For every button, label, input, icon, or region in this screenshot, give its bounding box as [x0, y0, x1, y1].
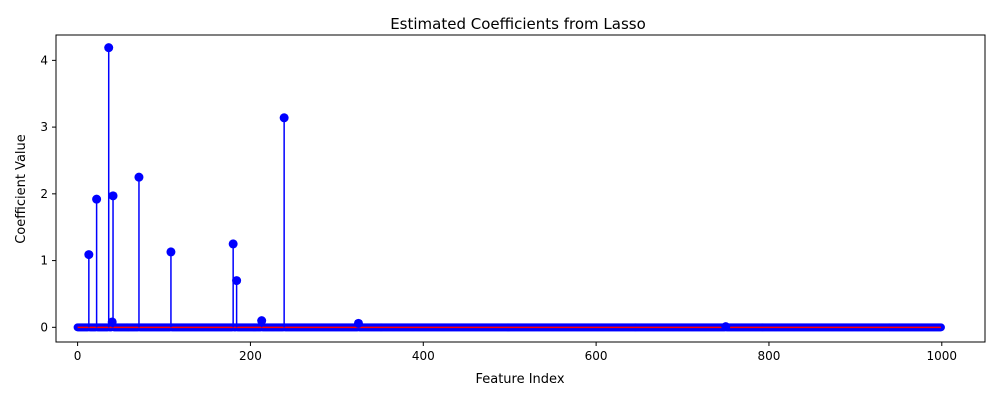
y-tick-label: 3: [40, 120, 48, 134]
stem-marker: [108, 191, 118, 201]
chart-title: Estimated Coefficients from Lasso: [390, 15, 646, 33]
x-axis-label: Feature Index: [475, 372, 564, 387]
x-axis-ticks: 0 200 400 600 800 1000: [74, 342, 957, 363]
x-tick-label: 600: [585, 349, 608, 363]
stem-marker: [134, 172, 144, 182]
y-tick-label: 0: [40, 320, 48, 334]
y-axis-ticks: 0 1 2 3 4: [40, 53, 56, 334]
stem-marker: [279, 113, 289, 123]
stem-marker: [257, 316, 267, 326]
stem-marker: [92, 194, 102, 204]
y-tick-label: 4: [40, 53, 48, 67]
stem-marker: [104, 43, 114, 53]
x-tick-label: 400: [412, 349, 435, 363]
plot-marks: [73, 43, 945, 332]
y-tick-label: 2: [40, 187, 48, 201]
y-axis-label: Coefficient Value: [14, 134, 29, 244]
stem-marker: [228, 239, 238, 249]
plot-area: [55, 34, 986, 343]
stem-marker: [166, 247, 176, 257]
stem-marker: [353, 318, 363, 328]
x-tick-label: 200: [239, 349, 262, 363]
stem-marker: [721, 322, 731, 332]
x-tick-label: 800: [758, 349, 781, 363]
stem-marker: [232, 276, 242, 286]
x-tick-label: 0: [74, 349, 82, 363]
x-tick-label: 1000: [927, 349, 958, 363]
stem-marker: [107, 317, 117, 327]
y-tick-label: 1: [40, 254, 48, 268]
stem-marker: [84, 250, 94, 260]
